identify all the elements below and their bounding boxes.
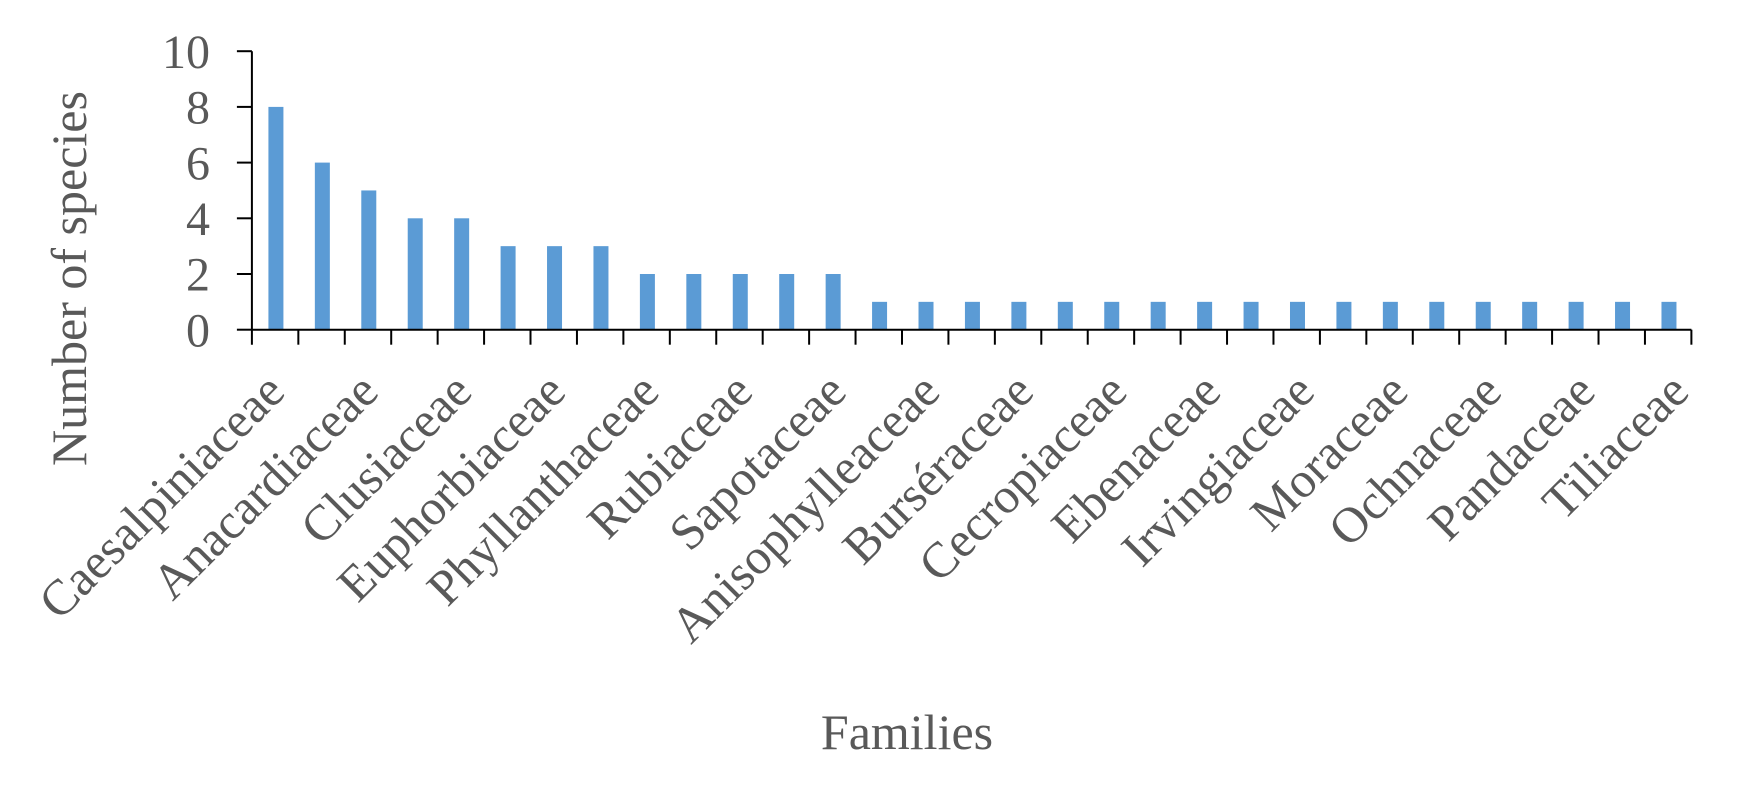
svg-text:Families: Families	[821, 704, 993, 760]
svg-text:4: 4	[186, 193, 210, 246]
svg-text:8: 8	[186, 82, 210, 135]
svg-text:10: 10	[162, 26, 210, 79]
svg-text:Number of species: Number of species	[41, 91, 97, 466]
svg-text:2: 2	[186, 249, 210, 302]
svg-text:0: 0	[186, 304, 210, 357]
svg-text:6: 6	[186, 137, 210, 190]
